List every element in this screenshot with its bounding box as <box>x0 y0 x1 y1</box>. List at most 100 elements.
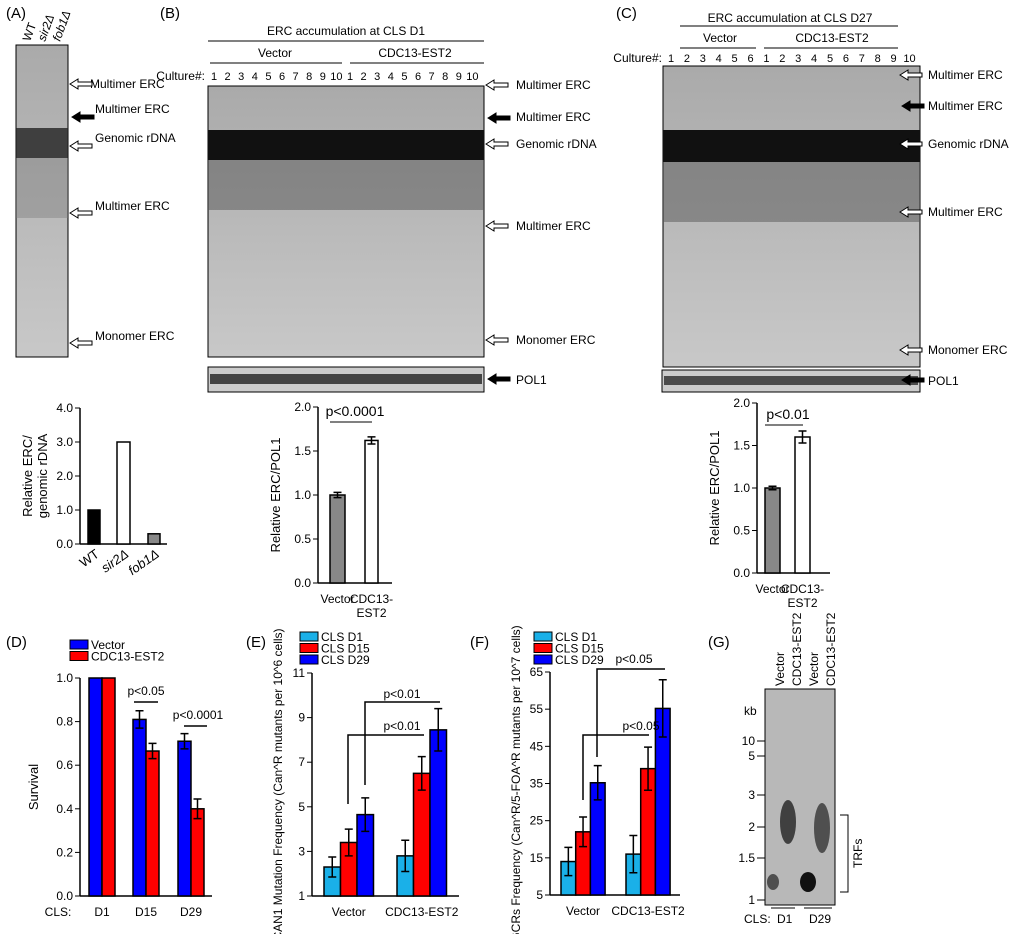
open-arrow-icon <box>899 206 923 218</box>
open-arrow-icon <box>485 79 509 91</box>
open-arrow-icon <box>899 344 923 356</box>
y-tick-label: 0.5 <box>733 524 750 538</box>
p-value: p<0.0001 <box>326 403 385 419</box>
label-multimer-erc: Multimer ERC <box>928 99 1003 113</box>
y-tick-label: 3.0 <box>56 435 73 449</box>
error-bar <box>401 839 410 873</box>
filled-arrow-icon <box>487 373 511 385</box>
significance-line <box>347 734 424 804</box>
error-bar <box>629 834 638 874</box>
chart-b: 0.0 0.5 1.0 1.5 2.0 Relative ERC/POL1 VectorCD… <box>268 400 393 620</box>
legend-swatch <box>69 651 89 661</box>
y-tick-label: 65 <box>530 665 544 679</box>
group-cdc13-est2: CDC13-EST2 <box>795 31 869 45</box>
gel-b-title: ERC accumulation at CLS D1 <box>267 24 425 38</box>
y-tick-label: 3 <box>298 844 305 858</box>
panel-label-f: (F) <box>470 634 489 651</box>
lane-number: 5 <box>265 71 271 83</box>
y-tick-label: 2.0 <box>294 400 311 414</box>
lane-number: 2 <box>684 53 690 65</box>
y-tick-label: 1.0 <box>56 503 73 517</box>
bar <box>364 439 379 584</box>
legend-swatch <box>69 639 89 650</box>
gel-a-labels: Multimer ERC Multimer ERC Genomic rDNA M… <box>90 77 176 343</box>
legend-label: CLS D29 <box>555 653 604 667</box>
legend-label: Vector <box>91 638 125 652</box>
bar <box>116 441 131 545</box>
legend-label: CLS D15 <box>321 642 370 656</box>
error-bar <box>193 798 202 820</box>
error-bar <box>644 746 653 791</box>
p-value: p<0.05 <box>622 719 659 733</box>
error-bar <box>593 764 602 801</box>
y-tick-label: 35 <box>530 777 544 791</box>
marker-label: 5 <box>748 749 755 763</box>
y-tick-label: 5 <box>298 800 305 814</box>
bar <box>87 509 101 545</box>
lane-number: 5 <box>827 53 833 65</box>
kb-label: kb <box>744 704 757 718</box>
bar <box>329 494 346 584</box>
filled-arrow-icon <box>487 112 511 124</box>
gel-b-labels: Multimer ERC Multimer ERC Genomic rDNA M… <box>516 78 597 387</box>
open-arrow-icon <box>899 69 923 81</box>
open-arrow-icon <box>69 337 93 349</box>
lane-vector: Vector <box>773 652 787 686</box>
chart-d: 0.0 0.2 0.4 0.6 0.8 1.0 Survival D1 D15 D29 CLS: Ve… <box>26 638 224 919</box>
legend-swatch <box>533 643 553 653</box>
p-value: p<0.01 <box>383 687 420 701</box>
error-bar <box>180 732 189 750</box>
panel-label-a: (A) <box>6 5 26 22</box>
y-axis-label: genomic rDNA <box>35 433 50 518</box>
label-genomic-rdna: Genomic rDNA <box>95 131 176 145</box>
chart-e: 1 3 5 7 9 11 CAN1 Mutation Frequency (Can^R mu… <box>271 628 459 934</box>
x-tick-label: CDC13-EST2 <box>611 904 685 918</box>
x-tick-label: CDC13-EST2 <box>385 905 459 919</box>
bar <box>429 729 448 897</box>
y-tick-label: 1.0 <box>56 671 73 685</box>
y-axis-label: Survival <box>26 764 41 810</box>
label-multimer-erc: Multimer ERC <box>95 199 170 213</box>
day-d1: D1 <box>777 912 793 926</box>
panel-label-e: (E) <box>246 634 266 651</box>
y-tick-label: 0.6 <box>56 758 73 772</box>
lane-number: 6 <box>415 71 421 83</box>
x-tick-label: WT <box>77 546 102 570</box>
legend-swatch <box>533 631 553 642</box>
error-bar <box>148 742 157 760</box>
lane-cdc13-est2: CDC13-EST2 <box>790 612 804 686</box>
lane-number: 1 <box>347 71 353 83</box>
x-tick-label: D15 <box>135 905 157 919</box>
y-tick-label: 55 <box>530 702 544 716</box>
error-bar <box>564 846 573 877</box>
x-tick-label: Vector <box>320 592 354 606</box>
y-tick-label: 11 <box>293 666 306 680</box>
legend-swatch <box>299 643 319 653</box>
lane-number: 3 <box>374 71 380 83</box>
legend-label: CLS D1 <box>321 630 363 644</box>
x-tick-label: D29 <box>180 905 202 919</box>
y-tick-label: 1.0 <box>733 481 750 495</box>
y-axis-label: GCRs Frequency (Can^R/5-FOA^R mutants pe… <box>509 625 523 934</box>
bar <box>177 740 192 897</box>
panel-label-c: (C) <box>616 5 637 22</box>
x-tick-label: EST2 <box>787 596 817 610</box>
open-arrow-icon <box>485 334 509 346</box>
y-tick-label: 15 <box>530 851 544 865</box>
label-multimer-erc: Multimer ERC <box>928 205 1003 219</box>
bar <box>101 677 116 897</box>
p-value: p<0.01 <box>383 719 420 733</box>
trfs-label: TRFs <box>851 839 865 868</box>
open-arrow-icon <box>899 138 923 150</box>
bar <box>412 772 431 897</box>
lane-number: 7 <box>429 71 435 83</box>
label-monomer-erc: Monomer ERC <box>95 329 175 343</box>
lane-number: 6 <box>843 53 849 65</box>
bar <box>88 677 103 897</box>
gel-b: ERC accumulation at CLS D1 Vector CDC13-… <box>156 24 485 393</box>
lane-number: 10 <box>466 71 478 83</box>
open-arrow-icon <box>69 78 93 90</box>
y-tick-label: 1.5 <box>294 444 311 458</box>
cls-label: CLS: <box>744 912 771 926</box>
legend-label: CLS D1 <box>555 630 597 644</box>
